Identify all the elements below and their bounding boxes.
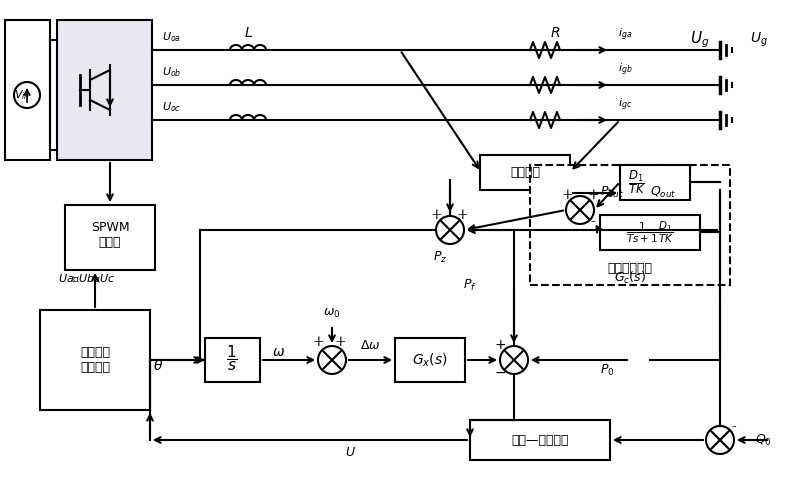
Text: 功率计算: 功率计算 — [510, 166, 540, 179]
Text: $Q_0$: $Q_0$ — [755, 432, 772, 448]
Text: +: + — [456, 208, 468, 222]
Text: $\omega_0$: $\omega_0$ — [323, 307, 340, 320]
Text: $G_x(s)$: $G_x(s)$ — [412, 352, 448, 368]
Text: $i_{gb}$: $i_{gb}$ — [618, 62, 633, 78]
Text: 无功—电压环路: 无功—电压环路 — [511, 434, 569, 446]
Text: $\dfrac{D_1}{TK}$: $\dfrac{D_1}{TK}$ — [628, 168, 646, 196]
Text: $P_f$: $P_f$ — [463, 278, 477, 292]
Text: $P_z$: $P_z$ — [433, 250, 447, 265]
Text: $\dfrac{1}{Ts+1}\dfrac{D_1}{TK}$: $\dfrac{1}{Ts+1}\dfrac{D_1}{TK}$ — [626, 220, 674, 244]
Bar — [470, 420, 610, 460]
Text: $U$: $U$ — [344, 446, 356, 458]
Text: $Ua$、$Ub$、$Uc$: $Ua$、$Ub$、$Uc$ — [58, 272, 115, 284]
Text: $+$: $+$ — [494, 338, 506, 352]
Text: $P_0$: $P_0$ — [600, 362, 615, 378]
Circle shape — [566, 196, 594, 224]
Bar — [395, 338, 465, 382]
Text: $U_g$: $U_g$ — [690, 30, 709, 50]
Circle shape — [500, 346, 528, 374]
Bar — [480, 155, 570, 190]
Text: 动态阻尼环节: 动态阻尼环节 — [608, 262, 653, 274]
Text: +: + — [587, 188, 599, 202]
Text: $\dfrac{1}{s}$: $\dfrac{1}{s}$ — [226, 343, 238, 373]
Bar — [65, 205, 155, 270]
Bar — [5, 20, 50, 160]
Text: $U_{ob}$: $U_{ob}$ — [162, 65, 182, 79]
Text: $\Delta\omega$: $\Delta\omega$ — [359, 339, 380, 352]
Text: $R$: $R$ — [550, 26, 560, 40]
Text: $-$: $-$ — [494, 365, 506, 379]
Text: $\theta$: $\theta$ — [153, 358, 163, 372]
Text: $U_{oc}$: $U_{oc}$ — [162, 100, 181, 114]
Text: $P_{out}$: $P_{out}$ — [600, 184, 624, 200]
Text: $\omega$: $\omega$ — [272, 345, 285, 359]
Text: SPWM
生成器: SPWM 生成器 — [91, 221, 130, 249]
Text: $V_{in}$: $V_{in}$ — [14, 88, 30, 102]
Text: +: + — [431, 208, 442, 222]
Bar — [57, 20, 152, 160]
Text: +: + — [312, 335, 324, 349]
Text: 参考电压
生成模块: 参考电压 生成模块 — [80, 346, 110, 374]
Bar — [40, 310, 150, 410]
Bar — [620, 165, 690, 200]
Text: $Q_{out}$: $Q_{out}$ — [650, 184, 676, 200]
Text: -: - — [732, 420, 736, 434]
Bar — [205, 338, 260, 382]
Text: $U_g$: $U_g$ — [750, 31, 768, 49]
Text: $i_{gc}$: $i_{gc}$ — [618, 96, 632, 113]
Circle shape — [706, 426, 734, 454]
Bar — [600, 215, 700, 250]
Text: +: + — [334, 335, 346, 349]
Bar — [530, 165, 730, 285]
Text: $i_{ga}$: $i_{ga}$ — [618, 26, 632, 43]
Circle shape — [436, 216, 464, 244]
Circle shape — [318, 346, 346, 374]
Text: $L$: $L$ — [243, 26, 253, 40]
Text: +: + — [561, 188, 573, 202]
Text: -: - — [591, 215, 596, 229]
Circle shape — [14, 82, 40, 108]
Text: $U_{oa}$: $U_{oa}$ — [162, 30, 181, 44]
Text: $G_c(s)$: $G_c(s)$ — [614, 270, 646, 286]
